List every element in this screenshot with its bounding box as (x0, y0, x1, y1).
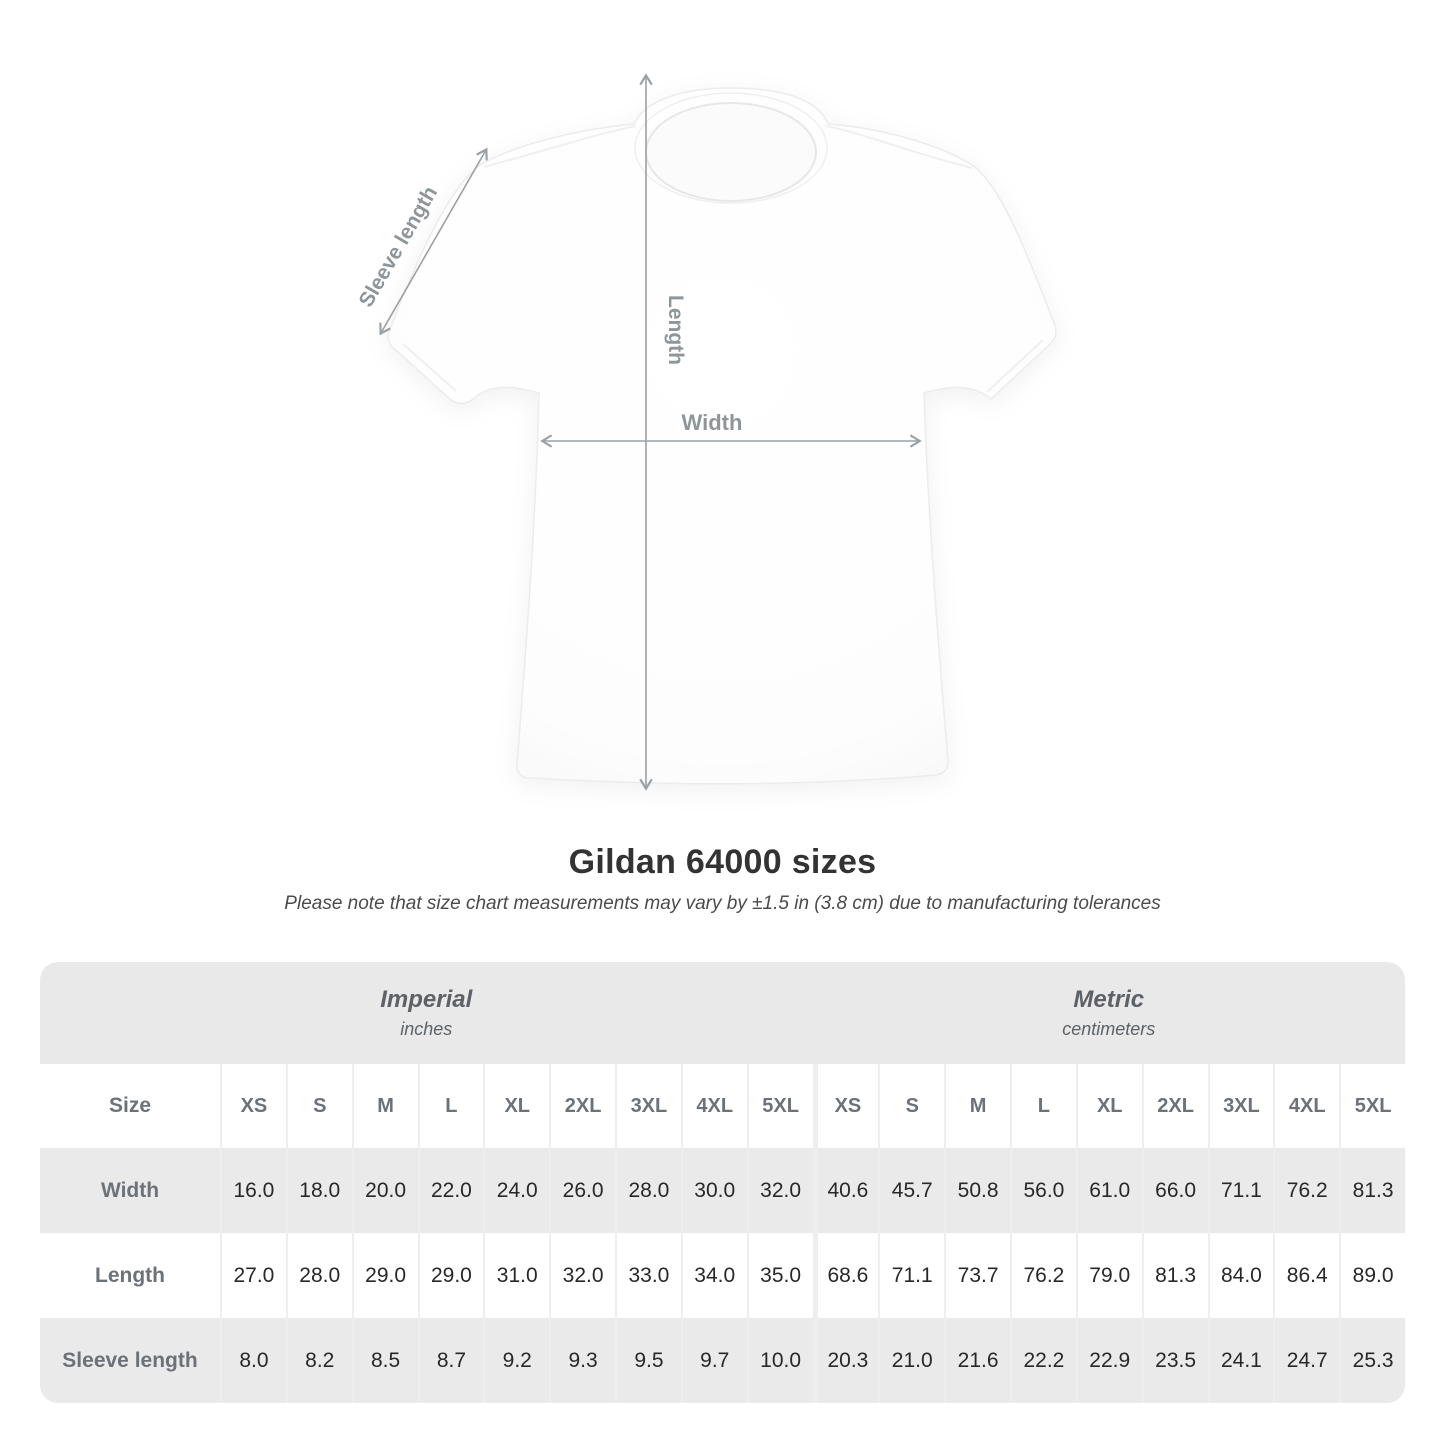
collar-opening (645, 102, 817, 202)
measurement-cell: 26.0 (549, 1148, 615, 1233)
measurement-cell: 29.0 (351, 1233, 418, 1318)
measurement-cell: 31.0 (483, 1233, 550, 1318)
measurement-cell: 22.0 (417, 1148, 484, 1233)
measurement-cell: 73.7 (944, 1233, 1010, 1318)
imperial-header-label: Imperial (380, 986, 473, 1013)
tshirt-figure: Sleeve length Length Width (355, 73, 1057, 791)
size-table: Imperial inches Metric centimeters Size X… (40, 962, 1405, 1403)
size-column-header: L (1010, 1064, 1076, 1148)
measurement-cell: 8.2 (285, 1318, 352, 1403)
measurement-cell: 61.0 (1075, 1148, 1142, 1233)
measurement-cell: 24.7 (1273, 1318, 1340, 1403)
left-cuff-seam (402, 343, 457, 392)
measurement-cell: 8.5 (351, 1318, 418, 1403)
measurement-row-label: Length (40, 1233, 220, 1318)
measurement-cell: 24.0 (483, 1148, 550, 1233)
size-column-header: 5XL (1339, 1064, 1405, 1148)
page-title: Gildan 64000 sizes (568, 843, 877, 881)
measurement-cell: 28.0 (285, 1233, 352, 1318)
tshirt-graphic (387, 87, 1057, 785)
measurement-cell: 16.0 (220, 1148, 286, 1233)
imperial-header-unit: inches (400, 1019, 453, 1039)
metric-header-unit: centimeters (1062, 1019, 1156, 1039)
measurement-cell: 24.1 (1207, 1318, 1274, 1403)
measurement-cell: 20.0 (351, 1148, 418, 1233)
measurement-cell: 84.0 (1207, 1233, 1274, 1318)
measurement-cell: 8.7 (417, 1318, 484, 1403)
measurement-row-label: Sleeve length (40, 1318, 220, 1403)
measurement-cell: 29.0 (417, 1233, 484, 1318)
size-row-label: Size (40, 1064, 220, 1148)
size-column-header: 5XL (746, 1064, 813, 1148)
right-cuff-seam (986, 339, 1044, 393)
measurement-cell: 76.2 (1273, 1148, 1340, 1233)
measurement-cell: 18.0 (285, 1148, 352, 1233)
measurement-cell: 45.7 (878, 1148, 945, 1233)
size-column-header: 3XL (1207, 1064, 1274, 1148)
measurement-cell: 79.0 (1075, 1233, 1142, 1318)
measurement-cell: 22.2 (1010, 1318, 1076, 1403)
measurement-cell: 9.3 (549, 1318, 615, 1403)
size-column-header: XS (812, 1064, 879, 1148)
measurement-cell: 86.4 (1273, 1233, 1340, 1318)
length-label: Length (664, 295, 687, 365)
measurement-cell: 28.0 (615, 1148, 681, 1233)
measurement-cell: 33.0 (615, 1233, 681, 1318)
measurement-cell: 66.0 (1141, 1148, 1208, 1233)
measurement-cell: 9.7 (680, 1318, 747, 1403)
measurement-cell: 9.5 (615, 1318, 681, 1403)
size-column-header: 4XL (680, 1064, 747, 1148)
measurement-cell: 25.3 (1339, 1318, 1405, 1403)
measurement-cell: 56.0 (1010, 1148, 1076, 1233)
width-label: Width (682, 410, 743, 435)
size-column-header: S (878, 1064, 945, 1148)
measurement-cell: 27.0 (220, 1233, 286, 1318)
measurement-cell: 81.3 (1339, 1148, 1405, 1233)
size-column-header: L (417, 1064, 484, 1148)
measurement-cell: 21.6 (944, 1318, 1010, 1403)
measurement-cell: 89.0 (1339, 1233, 1405, 1318)
measurement-cell: 71.1 (1207, 1148, 1274, 1233)
collar-rib-line (634, 92, 828, 204)
measurement-cell: 34.0 (680, 1233, 747, 1318)
size-column-header: M (351, 1064, 418, 1148)
measurement-cell: 21.0 (878, 1318, 945, 1403)
imperial-header: Imperial inches (40, 962, 813, 1064)
measurement-row-label: Width (40, 1148, 220, 1233)
measurement-cell: 9.2 (483, 1318, 550, 1403)
size-column-header: 4XL (1273, 1064, 1340, 1148)
measurement-cell: 20.3 (812, 1318, 879, 1403)
measurement-cell: 10.0 (746, 1318, 813, 1403)
size-column-header: M (944, 1064, 1010, 1148)
measurement-cell: 76.2 (1010, 1233, 1076, 1318)
measurement-cell: 32.0 (746, 1148, 813, 1233)
size-column-header: XL (1075, 1064, 1142, 1148)
metric-header-label: Metric (1073, 986, 1145, 1013)
measurement-cell: 35.0 (746, 1233, 813, 1318)
measurement-cell: 50.8 (944, 1148, 1010, 1233)
measurement-cell: 30.0 (680, 1148, 747, 1233)
sleeve-length-arrow (379, 147, 488, 336)
size-column-header: S (285, 1064, 352, 1148)
measurement-cell: 68.6 (812, 1233, 879, 1318)
size-column-header: 2XL (549, 1064, 615, 1148)
measurement-cell: 22.9 (1075, 1318, 1142, 1403)
right-shoulder-seam (825, 125, 973, 169)
tolerance-note: Please note that size chart measurements… (284, 893, 1161, 914)
measurement-cell: 32.0 (549, 1233, 615, 1318)
size-column-header: XL (483, 1064, 550, 1148)
measurement-cell: 23.5 (1141, 1318, 1208, 1403)
size-column-header: XS (220, 1064, 286, 1148)
measurement-cell: 71.1 (878, 1233, 945, 1318)
left-shoulder-seam (483, 125, 637, 168)
measurement-cell: 81.3 (1141, 1233, 1208, 1318)
measurement-cell: 8.0 (220, 1318, 286, 1403)
size-column-header: 3XL (615, 1064, 681, 1148)
measurement-cell: 40.6 (812, 1148, 879, 1233)
size-column-header: 2XL (1141, 1064, 1208, 1148)
metric-header: Metric centimeters (812, 962, 1405, 1064)
